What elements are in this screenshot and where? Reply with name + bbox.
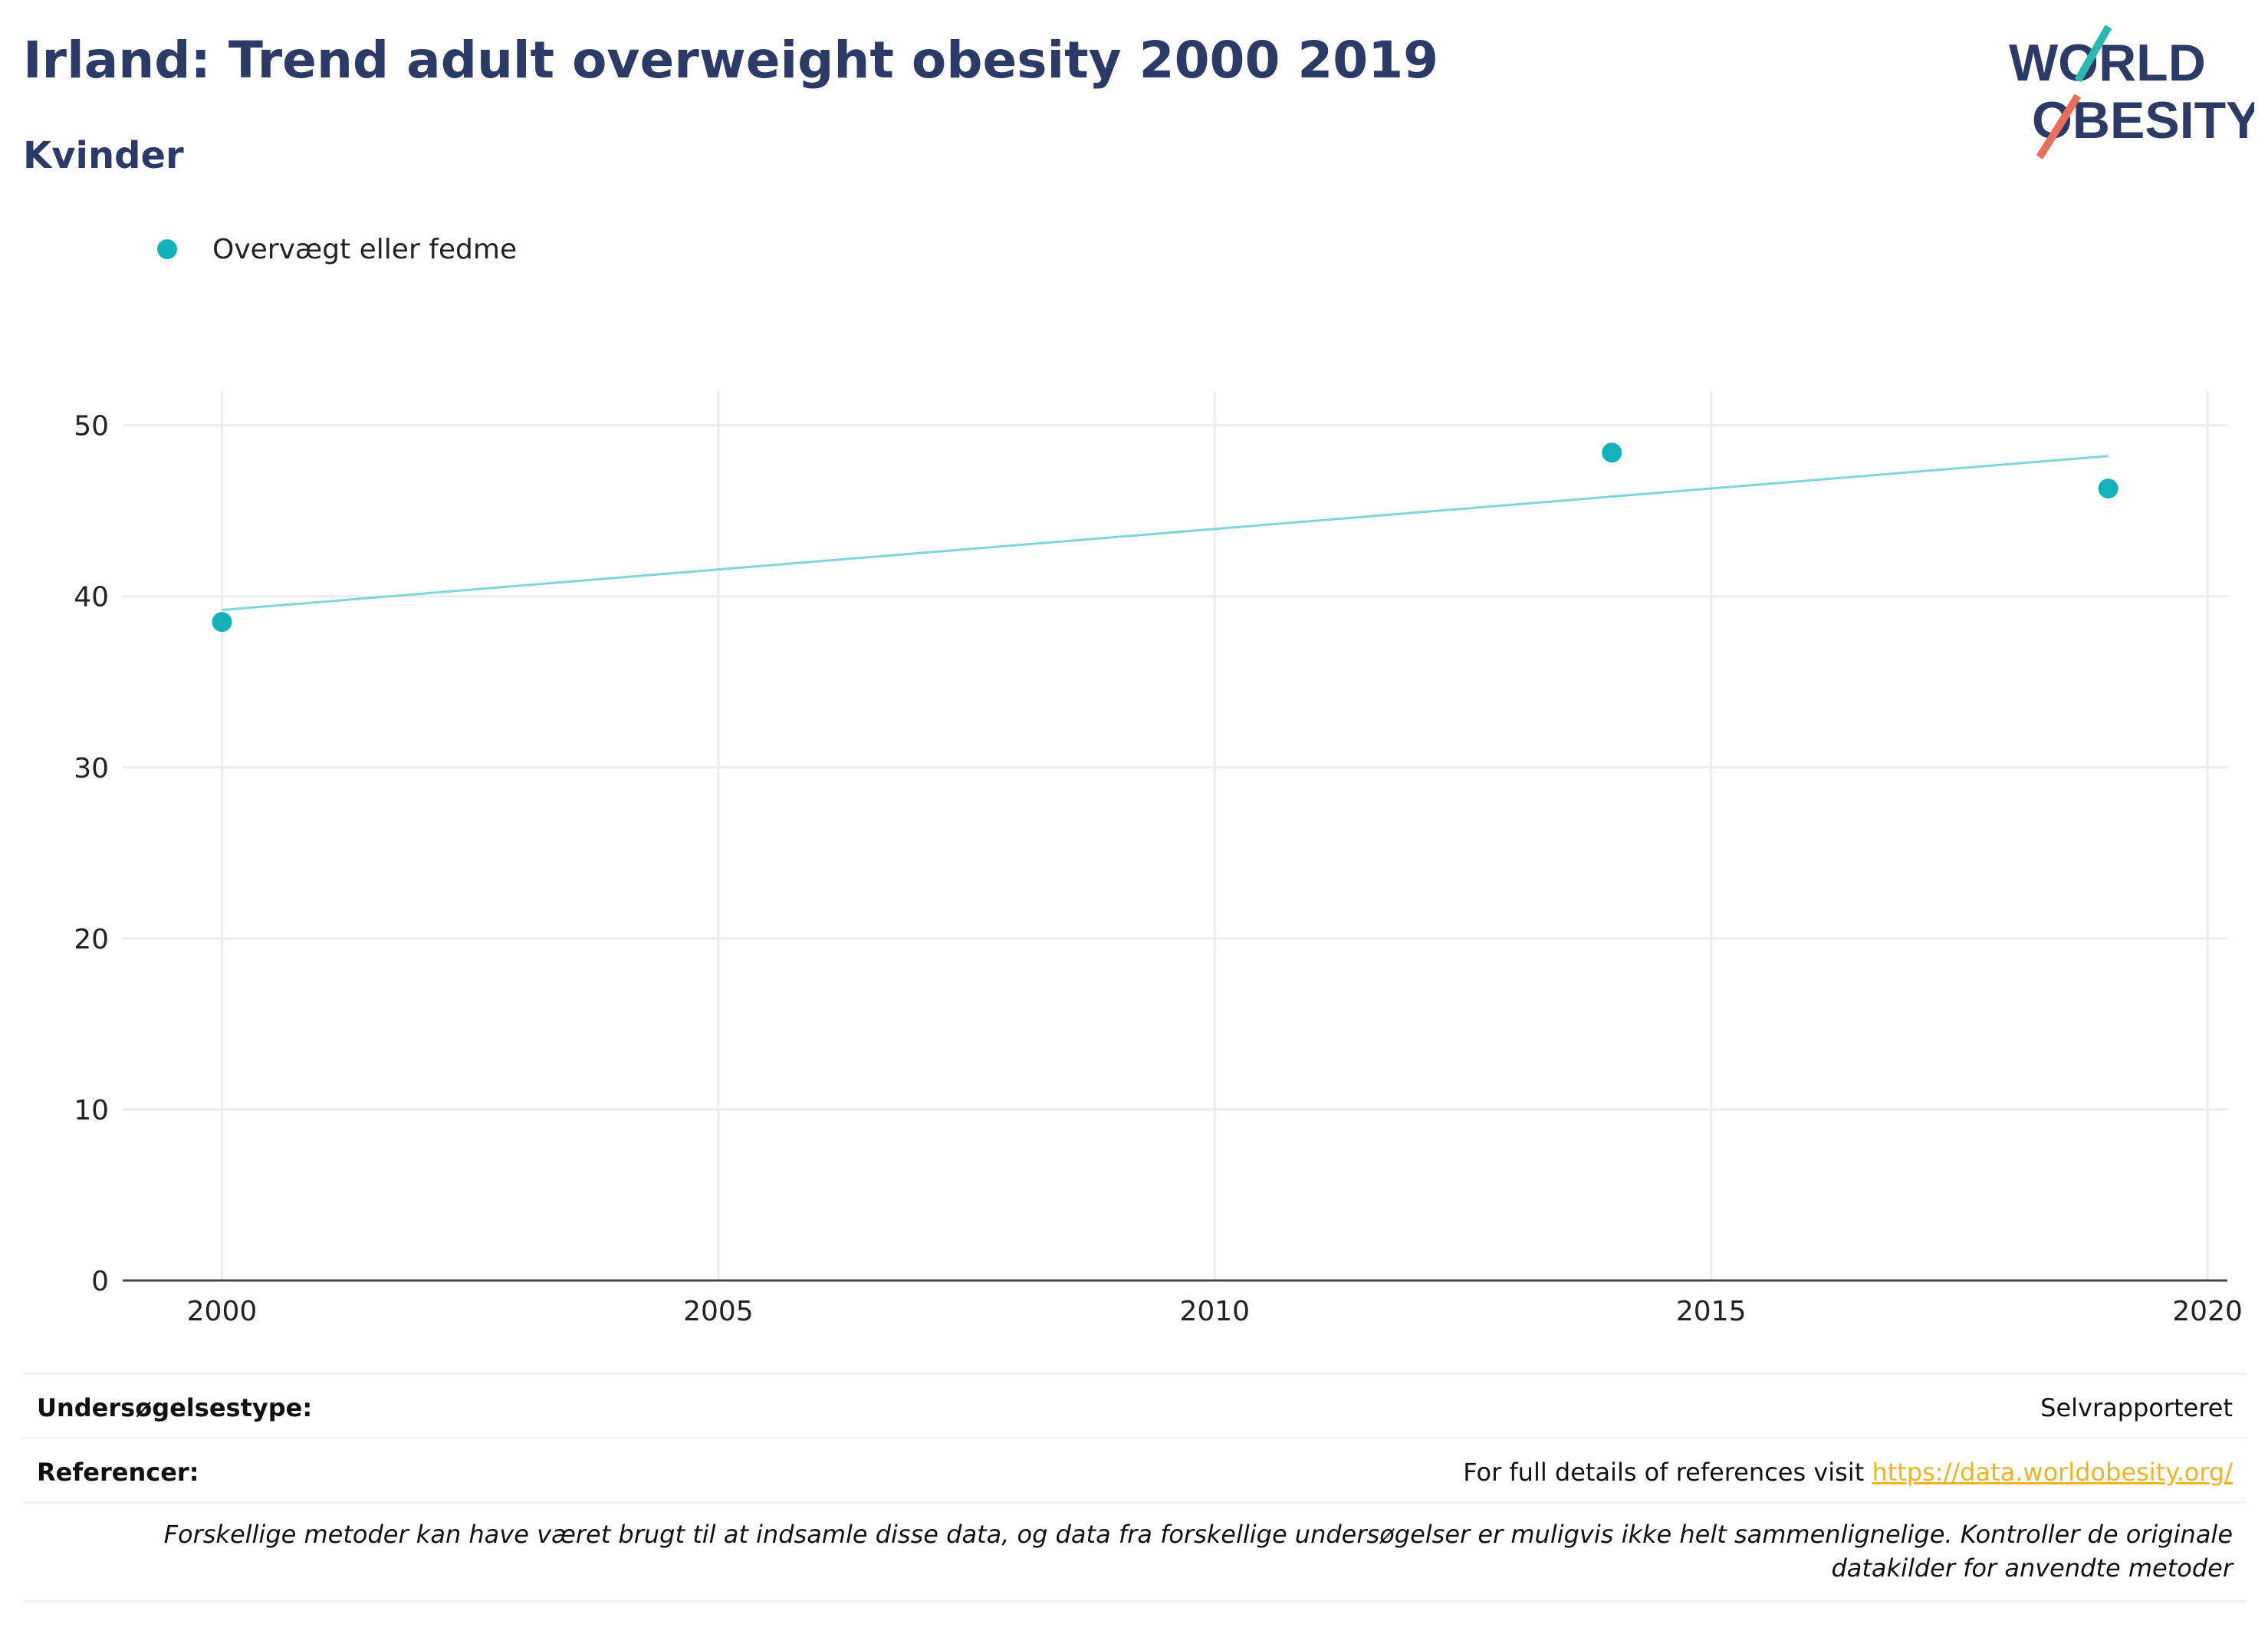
survey-value: Selvrapporteret xyxy=(2040,1393,2233,1422)
references-row: Referencer: For full details of referenc… xyxy=(23,1437,2247,1504)
y-tick-label: 40 xyxy=(74,582,109,613)
y-tick-label: 20 xyxy=(74,924,109,955)
chart-legend: Overvægt eller fedme xyxy=(157,230,517,268)
data-point xyxy=(1602,442,1622,463)
y-tick-label: 50 xyxy=(74,411,109,442)
x-tick-label: 2005 xyxy=(683,1296,754,1327)
survey-label: Undersøgelsestype: xyxy=(37,1393,313,1422)
data-point xyxy=(2098,478,2118,499)
references-label: Referencer: xyxy=(37,1458,199,1487)
x-tick-label: 2015 xyxy=(1676,1296,1747,1327)
data-point xyxy=(212,612,232,633)
world-obesity-logo: WORLD OBESITY xyxy=(2009,25,2254,159)
legend-label: Overvægt eller fedme xyxy=(212,233,518,265)
chart-title: Irland: Trend adult overweight obesity 2… xyxy=(23,31,1439,90)
y-tick-label: 10 xyxy=(74,1095,109,1126)
y-tick-label: 30 xyxy=(74,753,109,784)
methods-note: Forskellige metoder kan have været brugt… xyxy=(163,1520,2233,1583)
logo-text-obesity: OBESITY xyxy=(2032,91,2254,150)
references-link[interactable]: https://data.worldobesity.org/ xyxy=(1872,1458,2233,1487)
survey-row: Undersøgelsestype: Selvrapporteret xyxy=(23,1373,2247,1439)
chart-subtitle: Kvinder xyxy=(23,134,184,177)
note-row: Forskellige metoder kan have været brugt… xyxy=(23,1501,2247,1603)
x-tick-label: 2020 xyxy=(2172,1296,2243,1327)
references-text: For full details of references visit xyxy=(1463,1458,1872,1487)
x-tick-label: 2000 xyxy=(187,1296,258,1327)
legend-marker xyxy=(157,239,177,259)
logo-slash-teal xyxy=(2074,25,2112,83)
x-tick-label: 2010 xyxy=(1179,1296,1250,1327)
scatter-chart: 0 10 20 30 40 50 2000 2005 2010 2015 2020 xyxy=(74,391,2243,1327)
logo-text-world: WORLD xyxy=(2009,34,2206,92)
y-tick-label: 0 xyxy=(91,1266,109,1297)
trend-line xyxy=(222,455,2109,612)
references-value: For full details of references visit htt… xyxy=(1463,1458,2233,1487)
logo-slash-red xyxy=(2036,94,2082,159)
